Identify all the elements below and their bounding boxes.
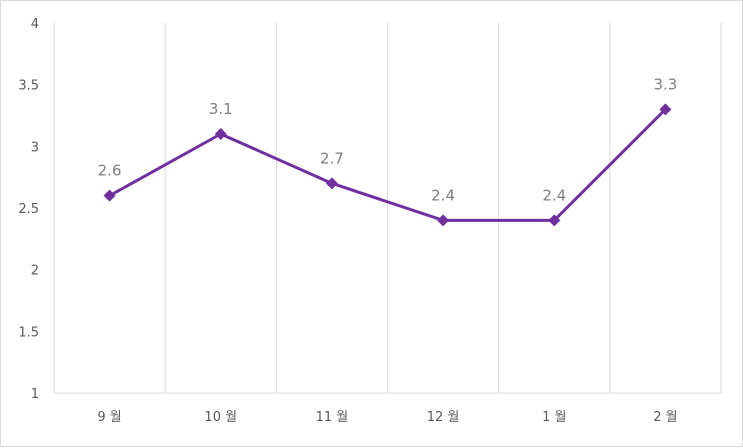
x-tick-label: 2 월	[653, 410, 677, 425]
data-point-marker	[103, 189, 116, 202]
data-label: 2.4	[542, 186, 566, 204]
data-label: 3.3	[653, 75, 677, 93]
y-tick-label: 2	[31, 264, 39, 279]
x-tick-label: 11 월	[316, 410, 349, 425]
y-tick-label: 1	[31, 387, 39, 402]
y-tick-label: 4	[31, 17, 39, 32]
data-label: 2.4	[431, 186, 455, 204]
data-label: 2.6	[98, 162, 122, 180]
data-point-marker	[437, 214, 450, 227]
x-tick-label: 9 월	[97, 410, 121, 425]
data-point-marker	[659, 103, 672, 116]
data-label: 2.7	[320, 149, 344, 167]
data-point-marker	[325, 177, 338, 190]
x-tick-label: 10 월	[204, 410, 237, 425]
data-label: 3.1	[209, 100, 233, 118]
series-line	[108, 108, 667, 222]
y-tick-label: 2.5	[18, 202, 39, 217]
data-point-marker	[214, 128, 227, 140]
y-tick-label: 3.5	[18, 79, 39, 94]
x-tick-label: 1 월	[542, 410, 566, 425]
data-point-marker	[548, 214, 561, 227]
x-tick-label: 12 월	[427, 410, 460, 425]
y-tick-label: 1.5	[18, 325, 39, 340]
y-tick-label: 3	[31, 140, 39, 155]
